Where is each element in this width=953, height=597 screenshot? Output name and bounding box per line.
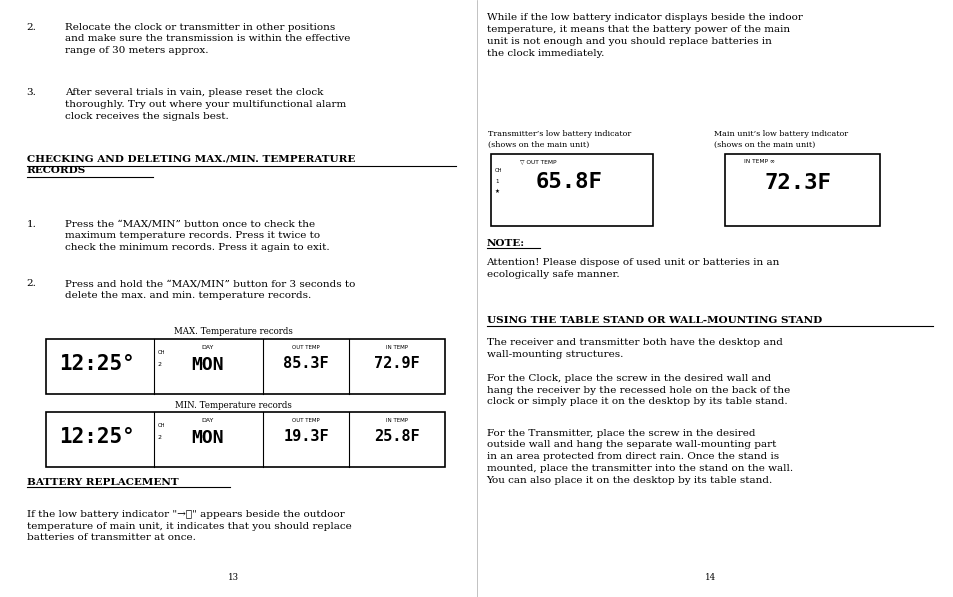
- Text: Main unit’s low battery indicator
(shows on the main unit): Main unit’s low battery indicator (shows…: [713, 130, 847, 149]
- Text: DAY: DAY: [202, 418, 213, 423]
- Text: IN TEMP: IN TEMP: [385, 345, 408, 350]
- Bar: [724, 154, 879, 226]
- Text: 72.9F: 72.9F: [374, 356, 419, 371]
- Text: CH: CH: [157, 423, 165, 427]
- Text: 72.3F: 72.3F: [763, 173, 830, 193]
- Text: Press and hold the “MAX/MIN” button for 3 seconds to
delete the max. and min. te: Press and hold the “MAX/MIN” button for …: [65, 279, 355, 300]
- Text: Press the “MAX/MIN” button once to check the
maximum temperature records. Press : Press the “MAX/MIN” button once to check…: [65, 220, 329, 253]
- Text: Transmitter’s low battery indicator
(shows on the main unit): Transmitter’s low battery indicator (sho…: [488, 130, 631, 149]
- Text: 13: 13: [228, 573, 239, 582]
- Text: ★: ★: [495, 189, 499, 193]
- Text: 2.: 2.: [27, 279, 36, 288]
- Text: Relocate the clock or transmitter in other positions
and make sure the transmiss: Relocate the clock or transmitter in oth…: [65, 23, 350, 56]
- Bar: [46, 339, 444, 394]
- Text: 12:25°: 12:25°: [59, 427, 135, 447]
- Text: OUT TEMP: OUT TEMP: [292, 418, 320, 423]
- Text: 14: 14: [704, 573, 716, 582]
- Text: MON: MON: [192, 429, 224, 447]
- Text: NOTE:: NOTE:: [486, 239, 524, 248]
- Text: IN TEMP ∞: IN TEMP ∞: [743, 159, 774, 164]
- Text: CH: CH: [157, 350, 165, 355]
- Text: MIN. Temperature records: MIN. Temperature records: [175, 401, 292, 410]
- Text: BATTERY REPLACEMENT: BATTERY REPLACEMENT: [27, 478, 178, 487]
- Text: 1: 1: [495, 179, 498, 184]
- Text: 1.: 1.: [27, 220, 36, 229]
- Text: 12:25°: 12:25°: [59, 354, 135, 374]
- Bar: [46, 412, 444, 467]
- Text: USING THE TABLE STAND OR WALL-MOUNTING STAND: USING THE TABLE STAND OR WALL-MOUNTING S…: [486, 316, 821, 325]
- Text: 25.8F: 25.8F: [374, 429, 419, 444]
- Text: OUT TEMP: OUT TEMP: [292, 345, 320, 350]
- Text: Attention! Please dispose of used unit or batteries in an
ecologically safe mann: Attention! Please dispose of used unit o…: [486, 258, 780, 279]
- Text: For the Transmitter, place the screw in the desired
outside wall and hang the se: For the Transmitter, place the screw in …: [486, 429, 792, 485]
- Text: 19.3F: 19.3F: [283, 429, 329, 444]
- Text: 85.3F: 85.3F: [283, 356, 329, 371]
- Text: MON: MON: [192, 356, 224, 374]
- Bar: [491, 154, 653, 226]
- Text: 2.: 2.: [27, 23, 36, 32]
- Text: ▽ OUT TEMP: ▽ OUT TEMP: [519, 159, 556, 164]
- Text: IN TEMP: IN TEMP: [385, 418, 408, 423]
- Text: The receiver and transmitter both have the desktop and
wall-mounting structures.: The receiver and transmitter both have t…: [486, 338, 781, 359]
- Text: 3.: 3.: [27, 88, 36, 97]
- Text: MAX. Temperature records: MAX. Temperature records: [174, 327, 293, 336]
- Text: After several trials in vain, please reset the clock
thoroughly. Try out where y: After several trials in vain, please res…: [65, 88, 346, 121]
- Text: CH: CH: [495, 168, 502, 173]
- Text: 2: 2: [157, 435, 161, 439]
- Text: While if the low battery indicator displays beside the indoor
temperature, it me: While if the low battery indicator displ…: [486, 13, 801, 57]
- Text: CHECKING AND DELETING MAX./MIN. TEMPERATURE
RECORDS: CHECKING AND DELETING MAX./MIN. TEMPERAT…: [27, 154, 355, 175]
- Text: 2: 2: [157, 362, 161, 367]
- Text: If the low battery indicator "→★" appears beside the outdoor
temperature of main: If the low battery indicator "→★" appear…: [27, 510, 351, 543]
- Text: For the Clock, place the screw in the desired wall and
hang the receiver by the : For the Clock, place the screw in the de…: [486, 374, 789, 407]
- Text: 65.8F: 65.8F: [536, 172, 602, 192]
- Text: DAY: DAY: [202, 345, 213, 350]
